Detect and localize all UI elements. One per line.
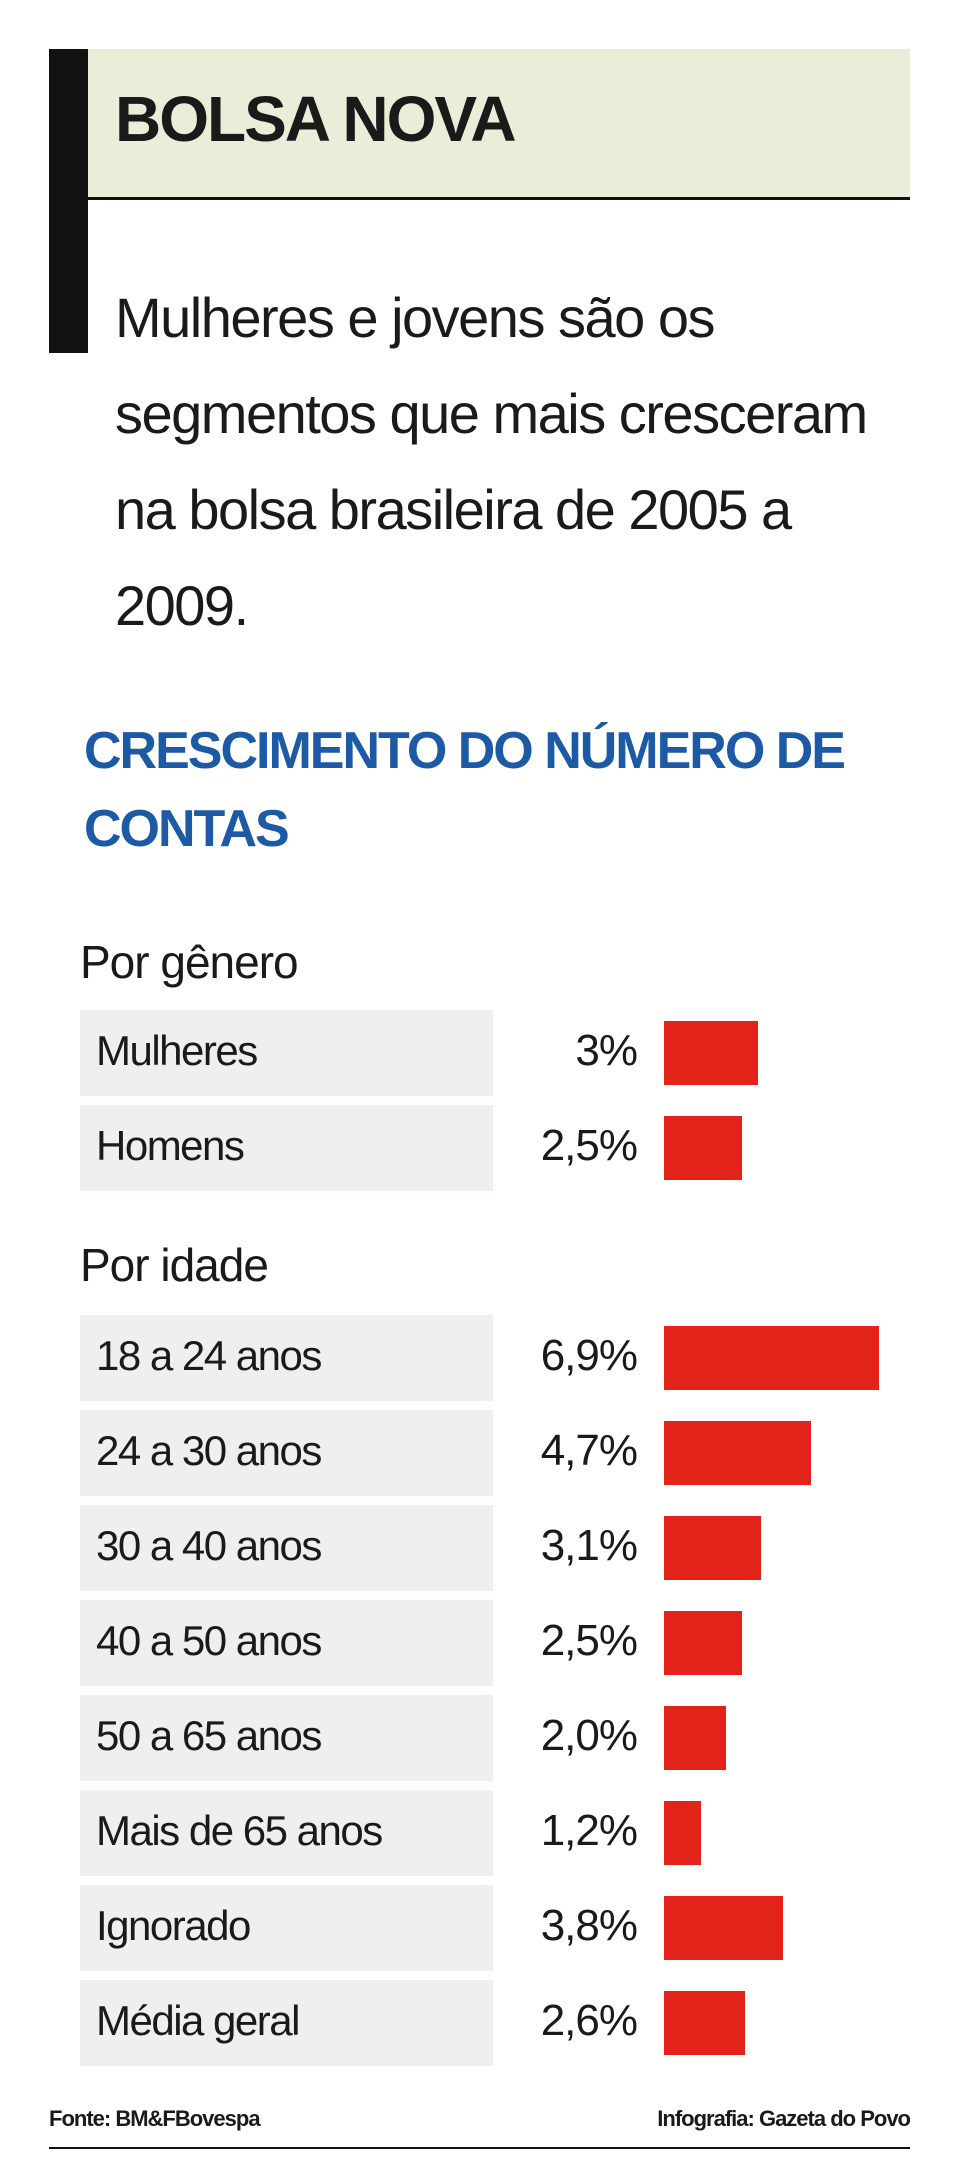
category-label: 24 a 30 anos <box>96 1427 322 1474</box>
row-background <box>80 1695 493 1781</box>
chart-heading: CRESCIMENTO DO NÚMERO DE CONTAS <box>84 722 846 858</box>
row-background <box>80 1410 493 1496</box>
category-label: Ignorado <box>96 1902 251 1949</box>
row-background <box>80 1010 493 1096</box>
value-label: 6,9% <box>540 1331 638 1380</box>
row-background <box>80 1980 493 2066</box>
header-band <box>88 49 910 200</box>
value-label: 4,7% <box>540 1426 638 1475</box>
category-label: 18 a 24 anos <box>96 1332 322 1379</box>
bar <box>664 1991 746 2055</box>
category-label: 50 a 65 anos <box>96 1712 322 1759</box>
category-label: 40 a 50 anos <box>96 1617 322 1664</box>
group-title: Por gênero <box>80 936 299 988</box>
value-label: 3% <box>575 1026 638 1075</box>
row-background <box>80 1315 493 1401</box>
row-background <box>80 1505 493 1591</box>
row-background <box>80 1885 493 1971</box>
bar <box>664 1706 727 1770</box>
group-title: Por idade <box>80 1239 269 1291</box>
footer-rule <box>49 2147 910 2149</box>
title: BOLSA NOVA <box>115 83 517 155</box>
category-label: Mais de 65 anos <box>96 1807 383 1854</box>
value-label: 2,0% <box>540 1711 638 1760</box>
bar <box>664 1611 742 1675</box>
value-label: 3,1% <box>540 1521 638 1570</box>
bar <box>664 1896 783 1960</box>
bar <box>664 1021 758 1085</box>
category-label: Média geral <box>96 1997 300 2044</box>
category-label: 30 a 40 anos <box>96 1522 322 1569</box>
value-label: 2,6% <box>540 1996 638 2045</box>
value-label: 2,5% <box>540 1616 638 1665</box>
row-background <box>80 1790 493 1876</box>
bar <box>664 1421 811 1485</box>
category-label: Mulheres <box>96 1027 258 1074</box>
row-background <box>80 1600 493 1686</box>
category-label: Homens <box>96 1122 245 1169</box>
accent-bar <box>49 49 88 353</box>
value-label: 2,5% <box>540 1121 638 1170</box>
value-label: 1,2% <box>540 1806 638 1855</box>
row-background <box>80 1105 493 1191</box>
bar <box>664 1326 880 1390</box>
bar <box>664 1801 702 1865</box>
bar <box>664 1516 761 1580</box>
bar <box>664 1116 742 1180</box>
source: Fonte: BM&FBovespa <box>49 2106 261 2131</box>
value-label: 3,8% <box>540 1901 638 1950</box>
subtitle: Mulheres e jovens são os segmentos que m… <box>115 286 868 637</box>
credit: Infografia: Gazeta do Povo <box>657 2106 911 2131</box>
